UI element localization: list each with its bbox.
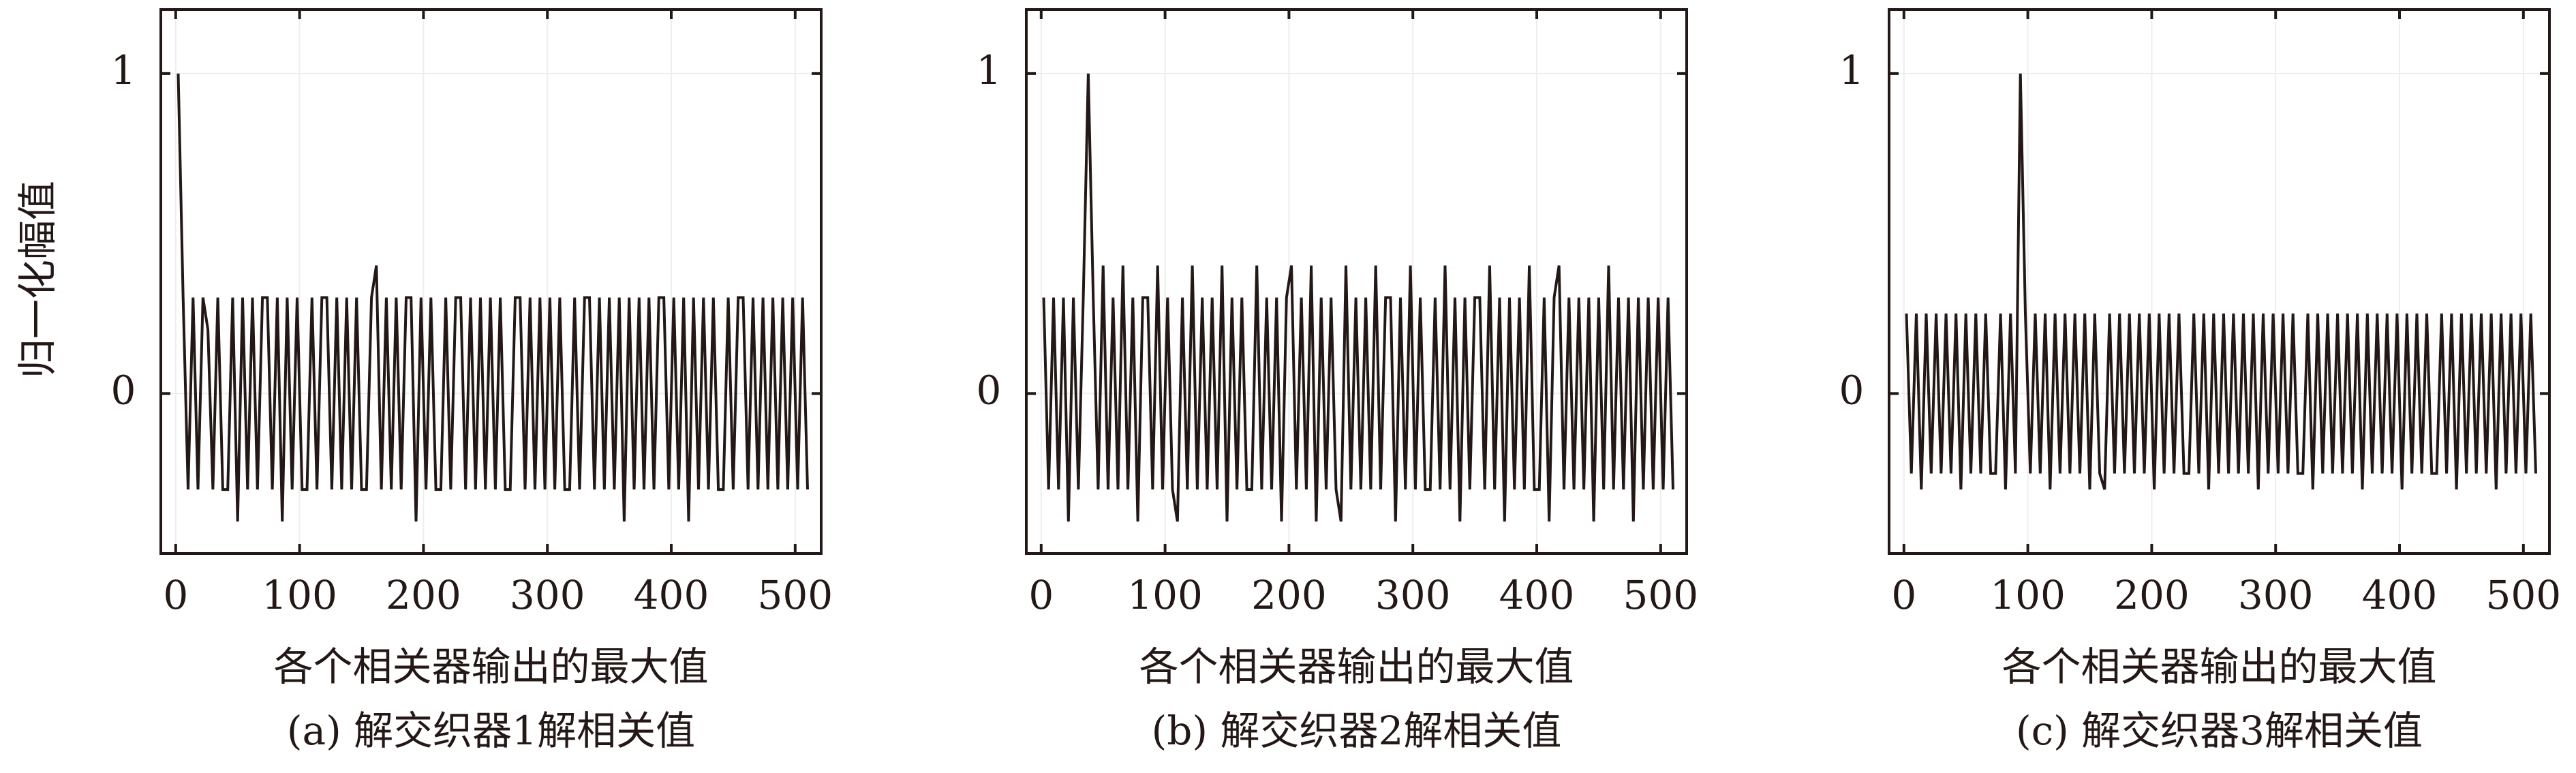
x-tick-label: 300 [510, 572, 585, 618]
data-line [1905, 73, 2537, 490]
y-tick-label: 1 [111, 47, 136, 93]
x-tick-label: 300 [2238, 572, 2314, 618]
x-axis-label: 各个相关器输出的最大值 [1139, 643, 1574, 690]
x-tick-label: 200 [2114, 572, 2190, 618]
subtitle: (b) 解交织器2解相关值 [1152, 708, 1562, 754]
x-tick-label: 400 [634, 572, 709, 618]
x-tick-label: 400 [2362, 572, 2438, 618]
x-tick-label: 200 [1251, 572, 1327, 618]
y-tick-label: 1 [1839, 47, 1865, 93]
x-tick-label: 500 [2485, 572, 2561, 618]
y-tick-label: 0 [1839, 367, 1865, 413]
x-tick-label: 300 [1375, 572, 1451, 618]
y-tick-label: 0 [111, 367, 136, 413]
x-tick-label: 200 [386, 572, 461, 618]
data-line [1042, 73, 1674, 522]
y-axis-label: 归一化幅值 [14, 181, 61, 378]
data-line [177, 73, 809, 522]
x-tick-label: 0 [1028, 572, 1054, 618]
subtitle: (c) 解交织器3解相关值 [2016, 708, 2423, 754]
x-tick-label: 0 [163, 572, 188, 618]
plot-frame [1888, 8, 2551, 555]
subtitle: (a) 解交织器1解相关值 [287, 708, 695, 754]
x-tick-label: 100 [262, 572, 337, 618]
x-axis-label: 各个相关器输出的最大值 [2002, 643, 2436, 690]
x-tick-label: 0 [1891, 572, 1916, 618]
y-tick-label: 0 [977, 367, 1002, 413]
plot-frame [159, 8, 823, 555]
x-tick-label: 500 [757, 572, 833, 618]
x-axis-label: 各个相关器输出的最大值 [273, 643, 708, 690]
x-tick-label: 400 [1499, 572, 1575, 618]
x-tick-label: 100 [1127, 572, 1203, 618]
plot-frame [1025, 8, 1688, 555]
x-tick-label: 100 [1990, 572, 2066, 618]
x-tick-label: 500 [1623, 572, 1698, 618]
y-tick-label: 1 [977, 47, 1002, 93]
